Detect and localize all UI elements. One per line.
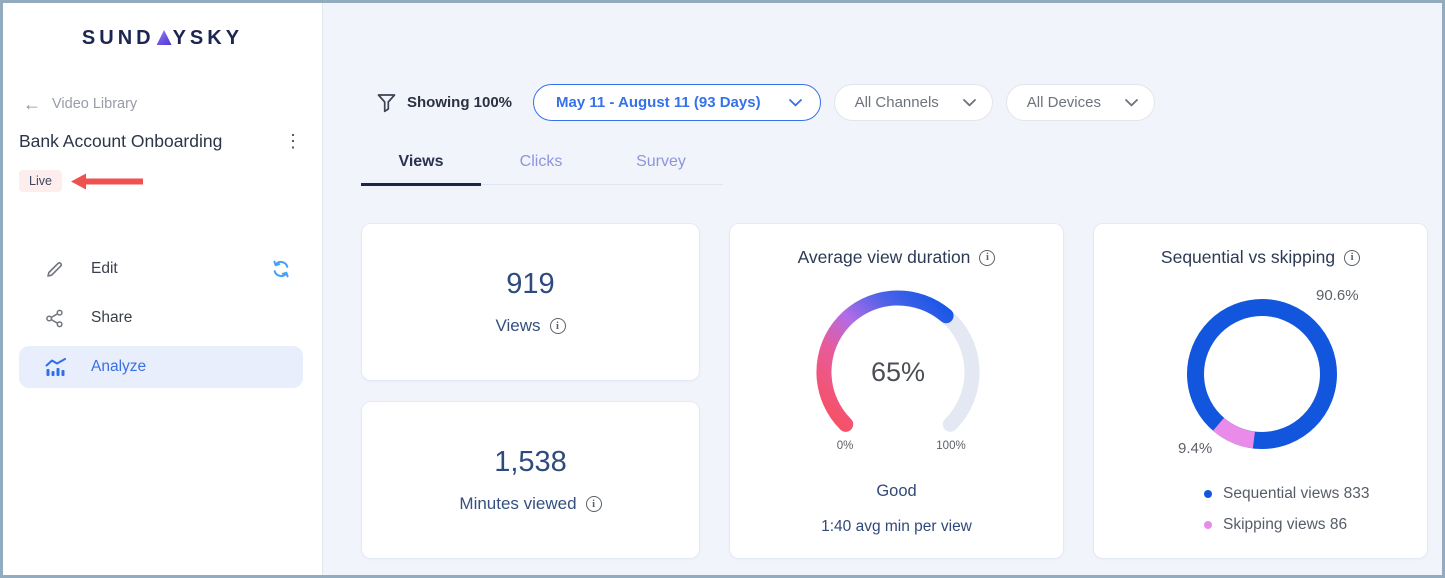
chevron-down-icon xyxy=(962,98,976,107)
date-range-value: May 11 - August 11 (93 Days) xyxy=(556,94,761,111)
donut-primary-percentage: 90.6% xyxy=(1316,287,1359,304)
devices-dropdown[interactable]: All Devices xyxy=(1005,84,1155,121)
info-icon[interactable] xyxy=(979,249,996,266)
views-label-row: Views xyxy=(495,316,566,336)
minutes-label-row: Minutes viewed xyxy=(459,494,602,514)
channels-value: All Channels xyxy=(854,94,939,111)
chevron-down-icon xyxy=(788,98,802,107)
video-title-row: Bank Account Onboarding ⋮ xyxy=(19,131,312,152)
sidebar-item-share[interactable]: Share xyxy=(19,297,303,339)
sidebar-item-edit[interactable]: Edit xyxy=(19,248,303,290)
legend-dot-blue xyxy=(1204,490,1212,498)
legend-label: Skipping views 86 xyxy=(1223,516,1348,533)
analytics-tabs: Views Clicks Survey xyxy=(361,153,723,186)
refresh-icon[interactable] xyxy=(271,259,291,279)
date-range-dropdown[interactable]: May 11 - August 11 (93 Days) xyxy=(533,84,821,121)
gauge-max-label: 100% xyxy=(936,440,965,452)
legend-item-skipping: Skipping views 86 xyxy=(1204,516,1370,534)
gauge-fill xyxy=(816,290,954,432)
stat-column: 919 Views 1,538 Minutes viewed xyxy=(361,223,700,559)
donut-chart xyxy=(1187,299,1337,449)
filter-bar: Showing 100% May 11 - August 11 (93 Days… xyxy=(361,84,1155,121)
annotation-arrow xyxy=(70,173,143,189)
legend-label: Sequential views 833 xyxy=(1223,485,1370,502)
average-view-duration-card: Average view duration 65% 0% 1 xyxy=(729,223,1064,559)
views-label: Views xyxy=(495,316,541,335)
share-icon xyxy=(45,309,69,328)
card-title: Average view duration xyxy=(797,247,971,267)
sidebar: SUND YSKY ← Video Library Bank Account On… xyxy=(3,3,323,575)
donut-segment-sequential xyxy=(1187,299,1337,449)
donut-secondary-percentage: 9.4% xyxy=(1178,440,1213,457)
brand-triangle-icon xyxy=(156,30,172,45)
chevron-down-icon xyxy=(1125,98,1138,107)
showing-percentage-label: Showing 100% xyxy=(407,94,513,111)
tab-survey[interactable]: Survey xyxy=(636,153,686,170)
pencil-icon xyxy=(45,260,69,279)
channels-dropdown[interactable]: All Channels xyxy=(833,84,993,121)
tab-views[interactable]: Views xyxy=(361,153,481,186)
gauge-rating: Good xyxy=(876,482,917,500)
status-badge: Live xyxy=(19,170,62,192)
sidebar-item-label: Edit xyxy=(91,260,118,277)
sidebar-item-label: Analyze xyxy=(91,358,147,375)
gauge-value: 65% xyxy=(871,357,925,387)
brand-logo-right: YSKY xyxy=(172,27,244,49)
sidebar-menu: Edit Share xyxy=(19,248,303,388)
kebab-menu-icon[interactable]: ⋮ xyxy=(284,131,302,151)
card-title-row: Sequential vs skipping xyxy=(1094,247,1427,268)
status-row: Live xyxy=(19,170,143,192)
gauge-min-label: 0% xyxy=(837,440,854,452)
filter-funnel-icon xyxy=(376,92,397,113)
analytics-icon xyxy=(45,357,69,377)
card-title: Sequential vs skipping xyxy=(1160,247,1336,267)
legend-item-sequential: Sequential views 833 xyxy=(1204,485,1370,503)
views-card: 919 Views xyxy=(361,223,700,381)
tab-clicks[interactable]: Clicks xyxy=(519,153,563,170)
donut-segment-skipping xyxy=(1212,417,1256,449)
info-icon[interactable] xyxy=(585,496,602,512)
minutes-viewed-card: 1,538 Minutes viewed xyxy=(361,401,700,559)
gauge-subtitle: 1:40 avg min per view xyxy=(821,518,972,535)
main-content: Showing 100% May 11 - August 11 (93 Days… xyxy=(323,3,1442,575)
back-to-video-library[interactable]: ← Video Library xyxy=(23,95,137,113)
back-arrow-icon: ← xyxy=(23,94,41,114)
donut-legend: Sequential views 833 Skipping views 86 xyxy=(1204,485,1370,534)
legend-dot-pink xyxy=(1204,521,1212,529)
info-icon[interactable] xyxy=(1344,249,1361,266)
brand-logo-left: SUND xyxy=(81,27,155,49)
back-label: Video Library xyxy=(52,96,138,112)
sidebar-item-label: Share xyxy=(91,309,133,326)
minutes-label: Minutes viewed xyxy=(459,494,577,513)
info-icon[interactable] xyxy=(549,318,566,334)
devices-value: All Devices xyxy=(1026,94,1101,111)
sequential-vs-skipping-card: Sequential vs skipping 90.6% 9.4% Sequen… xyxy=(1093,223,1428,559)
gauge-chart: 65% 0% 100% xyxy=(816,290,980,452)
metrics-cards: 919 Views 1,538 Minutes viewed Average v… xyxy=(361,223,1428,559)
brand-logo: SUND YSKY xyxy=(3,27,322,50)
sidebar-item-analyze[interactable]: Analyze xyxy=(19,346,303,388)
page-title: Bank Account Onboarding xyxy=(19,131,223,151)
card-title-row: Average view duration xyxy=(730,247,1063,268)
views-value: 919 xyxy=(506,268,555,300)
minutes-value: 1,538 xyxy=(494,446,567,478)
